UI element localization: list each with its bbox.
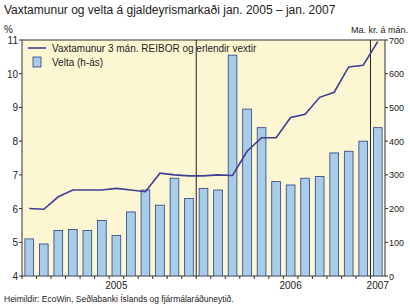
x-tick (225, 276, 226, 279)
x-tick (370, 276, 371, 279)
bar (156, 205, 165, 276)
x-tick (312, 276, 313, 279)
y2-tick-label: 400 (389, 137, 404, 147)
bar (301, 178, 310, 276)
y2-label: Ma. kr. á mán. (351, 25, 408, 35)
bar (68, 229, 77, 276)
x-tick (283, 276, 284, 279)
x-tick (36, 276, 37, 279)
y-tick (19, 107, 22, 108)
y2-tick-label: 0 (389, 272, 394, 282)
separator (370, 40, 371, 276)
x-tick (297, 276, 298, 279)
y2-tick-label: 600 (389, 69, 404, 79)
legend-label: Vaxtamunur 3 mán. REIBOR og erlendir vex… (52, 43, 257, 54)
y-tick (19, 174, 22, 175)
x-tick (65, 276, 66, 279)
y2-tick (385, 40, 388, 41)
y-tick-label: 10 (7, 69, 19, 80)
y-tick (19, 73, 22, 74)
y-tick (19, 208, 22, 209)
x-tick (326, 276, 327, 279)
y2-tick-label: 700 (389, 36, 404, 46)
x-tick (254, 276, 255, 279)
y-label: % (4, 24, 13, 35)
x-tick-label: 2007 (367, 280, 390, 291)
x-tick (355, 276, 356, 279)
x-tick (138, 276, 139, 279)
x-tick (109, 276, 110, 279)
y2-tick (385, 107, 388, 108)
y2-tick (385, 276, 388, 277)
legend-swatch (28, 47, 46, 49)
bar (315, 177, 324, 276)
line (29, 42, 377, 210)
y-tick-label: 7 (12, 170, 18, 181)
x-tick-label: 2005 (105, 280, 128, 291)
bar (330, 153, 339, 276)
x-tick (51, 276, 52, 279)
x-tick (239, 276, 240, 279)
legend-label: Velta (h-ás) (52, 57, 103, 68)
x-tick (94, 276, 95, 279)
bar (83, 230, 92, 276)
chart: Vaxtamunur og velta á gjaldeyrismarkaði … (0, 0, 410, 308)
y-tick-label: 6 (12, 204, 18, 215)
y-tick-label: 9 (12, 102, 18, 113)
x-tick (210, 276, 211, 279)
y-tick-label: 4 (12, 271, 18, 282)
x-tick (167, 276, 168, 279)
y2-tick-label: 500 (389, 103, 404, 113)
bar (54, 230, 63, 276)
x-tick (268, 276, 269, 279)
bar (112, 236, 121, 276)
y2-tick (385, 208, 388, 209)
y2-tick (385, 73, 388, 74)
y-tick-label: 8 (12, 136, 18, 147)
bar (373, 128, 382, 276)
bar (170, 178, 179, 276)
bar (214, 190, 223, 276)
x-tick (341, 276, 342, 279)
x-tick-label: 2006 (279, 280, 302, 291)
bar (344, 151, 353, 276)
title: Vaxtamunur og velta á gjaldeyrismarkaði … (4, 3, 336, 17)
plot-area (22, 40, 385, 276)
y2-tick (385, 174, 388, 175)
y-tick (19, 242, 22, 243)
y2-tick (385, 242, 388, 243)
bar (272, 182, 281, 276)
bar (141, 190, 150, 276)
bar (199, 188, 208, 276)
x-tick (22, 276, 23, 279)
bar (127, 212, 136, 276)
bar (25, 239, 34, 276)
y-tick (19, 40, 22, 41)
x-tick (123, 276, 124, 279)
bar (359, 141, 368, 276)
y-tick-label: 11 (8, 35, 19, 46)
legend-swatch (33, 57, 41, 67)
y2-tick-label: 100 (389, 238, 404, 248)
bar (286, 185, 295, 276)
x-tick (196, 276, 197, 279)
source: Heimildir: EcoWin, Seðlabanki Íslands og… (4, 294, 234, 304)
y2-tick-label: 200 (389, 204, 404, 214)
bar (98, 220, 107, 276)
y-tick-label: 5 (12, 237, 18, 248)
bar (228, 55, 237, 276)
x-tick (181, 276, 182, 279)
x-tick (80, 276, 81, 279)
bar (257, 128, 266, 276)
separator (196, 40, 197, 276)
bar (185, 198, 194, 276)
bar (243, 109, 252, 276)
bar (39, 244, 48, 276)
x-tick (152, 276, 153, 279)
marks (25, 42, 382, 276)
y2-tick (385, 141, 388, 142)
y-tick (19, 141, 22, 142)
y2-tick-label: 300 (389, 170, 404, 180)
